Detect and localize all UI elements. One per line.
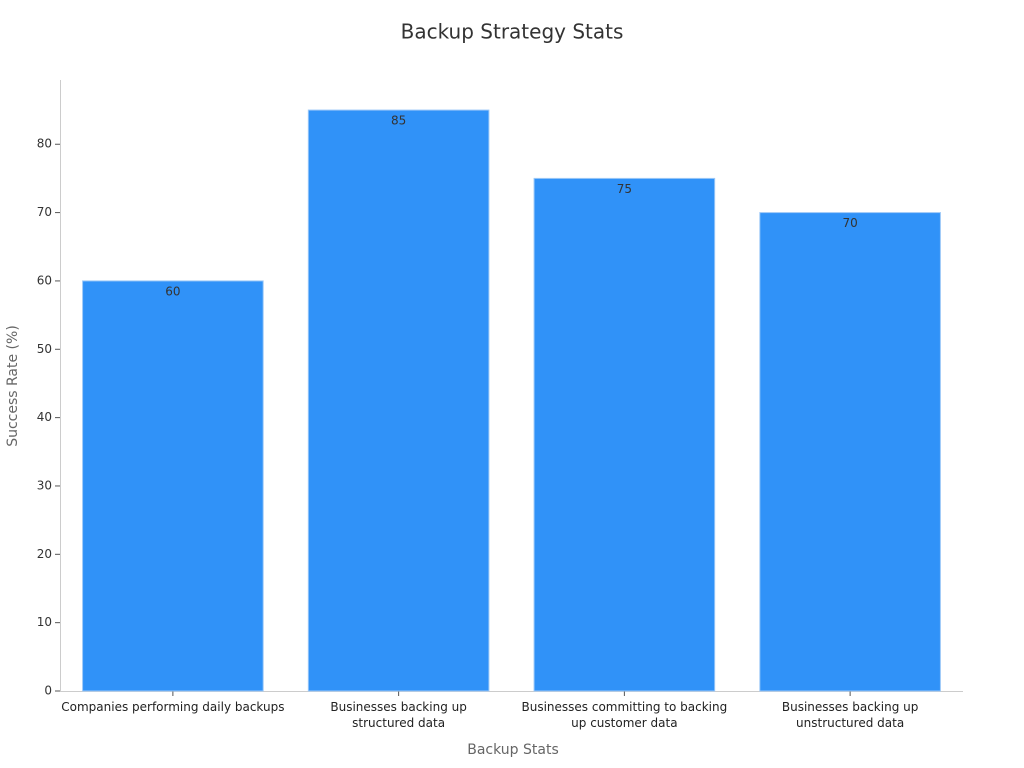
- y-tick-label: 50: [37, 342, 52, 356]
- y-tick-label: 60: [37, 273, 52, 287]
- x-axis-label: Backup Stats: [467, 742, 559, 758]
- y-tick-label: 30: [37, 478, 52, 492]
- y-tick-label: 80: [37, 137, 52, 151]
- bar: [82, 280, 264, 692]
- y-tick-label: 0: [44, 684, 52, 698]
- y-tick-label: 70: [37, 205, 52, 219]
- bar: [759, 212, 941, 692]
- x-tick-label: Companies performing daily backups: [61, 700, 285, 714]
- y-tick-label: 10: [37, 615, 52, 629]
- data-label: 70: [842, 216, 857, 230]
- chart-title: Backup Strategy Stats: [401, 20, 624, 44]
- y-axis-label: Success Rate (%): [5, 325, 21, 447]
- data-label: 85: [391, 114, 406, 128]
- x-tick-label: Businesses backing up unstructured data: [781, 700, 919, 730]
- bar: [307, 109, 490, 692]
- data-label: 60: [165, 284, 180, 298]
- y-tick-label: 40: [37, 410, 52, 424]
- data-label: 75: [617, 182, 632, 196]
- y-tick-label: 20: [37, 547, 52, 561]
- x-tick-label: Businesses backing up structured data: [330, 700, 467, 730]
- x-tick-label: Businesses committing to backing up cust…: [521, 700, 728, 730]
- bar: [533, 177, 716, 692]
